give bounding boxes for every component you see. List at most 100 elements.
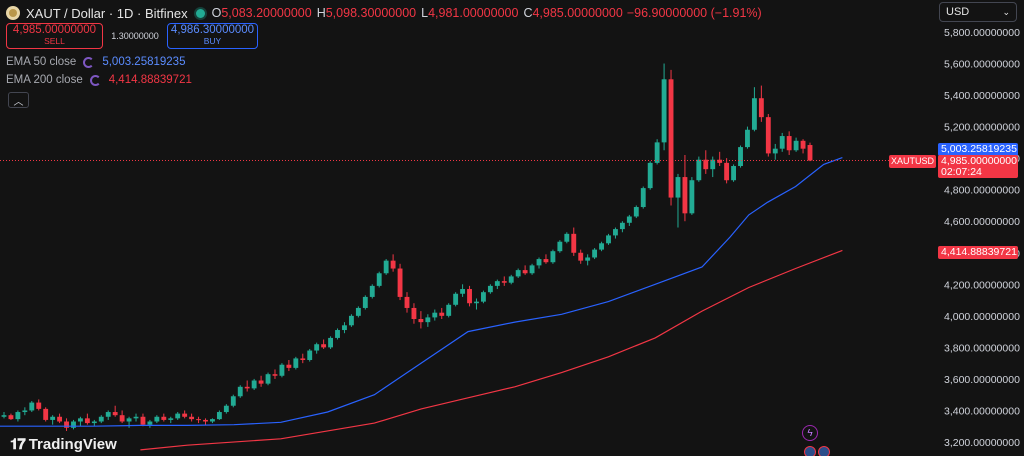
candle xyxy=(265,372,271,386)
candle xyxy=(578,249,584,264)
y-tick-label: 5,800.00000000 xyxy=(944,27,1020,39)
candle xyxy=(696,156,702,182)
sell-button[interactable]: 4,985.00000000 SELL xyxy=(6,23,103,49)
symbol-title[interactable]: XAUT / Dollar · 1D · Bitfinex xyxy=(26,5,188,21)
sell-price: 4,985.00000000 xyxy=(12,24,97,36)
candle xyxy=(724,158,730,184)
candle xyxy=(689,177,695,215)
candle xyxy=(418,311,424,329)
candle xyxy=(564,232,570,244)
candle xyxy=(223,404,229,414)
candle xyxy=(675,173,681,228)
ohlc-open-value: 5,083.20000000 xyxy=(221,6,312,20)
tradingview-mark-icon: 𝟏𝟕 xyxy=(10,436,26,453)
currency-select[interactable]: USD ⌄ xyxy=(939,2,1017,22)
candle xyxy=(22,407,28,416)
candle xyxy=(793,137,799,152)
candle xyxy=(626,214,632,226)
chevron-up-icon: ︿ xyxy=(13,96,24,108)
indicator-ema200[interactable]: EMA 200 close 4,414.88839721 xyxy=(6,72,192,88)
ema50-line xyxy=(0,157,843,427)
candle xyxy=(772,143,778,160)
candle xyxy=(467,285,472,307)
candle xyxy=(71,419,76,430)
candle xyxy=(328,336,334,349)
xaut-logo-icon xyxy=(6,6,20,20)
y-tick-label: 5,400.00000000 xyxy=(944,90,1020,102)
candle xyxy=(668,69,674,206)
candle xyxy=(369,284,375,299)
ema200-price-tag: 4,414.88839721 xyxy=(938,246,1018,259)
candle xyxy=(168,416,174,424)
candle xyxy=(453,292,459,307)
candle xyxy=(460,284,466,297)
loading-icon xyxy=(83,56,95,68)
us-flag-icon[interactable] xyxy=(804,446,816,456)
candle xyxy=(710,156,716,178)
candle xyxy=(237,385,243,398)
candle xyxy=(633,205,639,219)
spread-value: 1.30000000 xyxy=(111,31,159,41)
candle xyxy=(8,413,14,420)
candle xyxy=(585,254,591,266)
candle xyxy=(140,413,146,427)
ohlc-low-value: 4,981.00000000 xyxy=(428,6,519,20)
y-tick-label: 4,600.00000000 xyxy=(944,216,1020,228)
candle xyxy=(175,412,181,420)
candle xyxy=(717,151,723,167)
candle xyxy=(501,276,507,286)
us-flag-icon[interactable] xyxy=(818,446,830,456)
candle xyxy=(251,378,257,390)
y-tick-label: 4,000.00000000 xyxy=(944,311,1020,323)
sell-label: SELL xyxy=(44,36,65,46)
candle xyxy=(342,322,347,334)
loading-icon xyxy=(89,74,101,86)
candle xyxy=(119,410,125,424)
candle xyxy=(411,303,417,324)
currency-value: USD xyxy=(946,6,970,18)
candle xyxy=(682,154,688,222)
y-tick-label: 3,600.00000000 xyxy=(944,374,1020,386)
tradingview-logo[interactable]: 𝟏𝟕 TradingView xyxy=(10,436,117,453)
candle xyxy=(731,164,737,182)
collapse-legend-button[interactable]: ︿ xyxy=(8,92,29,108)
candle xyxy=(230,394,236,408)
candle xyxy=(307,348,313,362)
candle xyxy=(397,263,403,301)
candle xyxy=(751,87,757,132)
candle xyxy=(571,227,577,256)
candle xyxy=(216,410,222,420)
candle xyxy=(807,142,813,162)
ohlc-close-key: C xyxy=(523,6,533,20)
candle xyxy=(425,314,431,327)
candle xyxy=(779,132,785,152)
market-status-icon[interactable] xyxy=(195,8,205,18)
candle xyxy=(43,407,49,422)
last-price-value: 4,985.00000000 xyxy=(941,155,1017,167)
candle xyxy=(557,240,563,253)
candle xyxy=(36,399,42,411)
ema50-name: EMA 50 close xyxy=(6,56,77,68)
ema200-line xyxy=(140,249,843,451)
buy-label: BUY xyxy=(203,36,222,46)
ema50-price-tag: 5,003.25819235 xyxy=(938,143,1018,156)
candle xyxy=(640,186,646,209)
candle xyxy=(647,161,653,190)
candle xyxy=(286,359,292,372)
buy-button[interactable]: 4,986.30000000 BUY xyxy=(167,23,258,49)
candle xyxy=(15,410,21,422)
indicator-ema50[interactable]: EMA 50 close 5,003.25819235 xyxy=(6,54,185,70)
candle xyxy=(480,290,486,304)
tradingview-wordmark: TradingView xyxy=(28,436,117,453)
candle xyxy=(800,139,806,154)
y-axis[interactable]: 3,200.00000000 3,400.00000000 3,600.000000… xyxy=(944,27,1020,449)
lightning-icon[interactable]: ϟ xyxy=(802,425,818,441)
candle xyxy=(84,413,90,425)
y-tick-label: 3,400.00000000 xyxy=(944,405,1020,417)
ohlc-change: −96.90000000 (−1.91%) xyxy=(626,6,762,20)
candle xyxy=(189,413,195,422)
y-tick-label: 5,200.00000000 xyxy=(944,122,1020,134)
candle xyxy=(376,271,382,288)
candle xyxy=(314,342,320,354)
